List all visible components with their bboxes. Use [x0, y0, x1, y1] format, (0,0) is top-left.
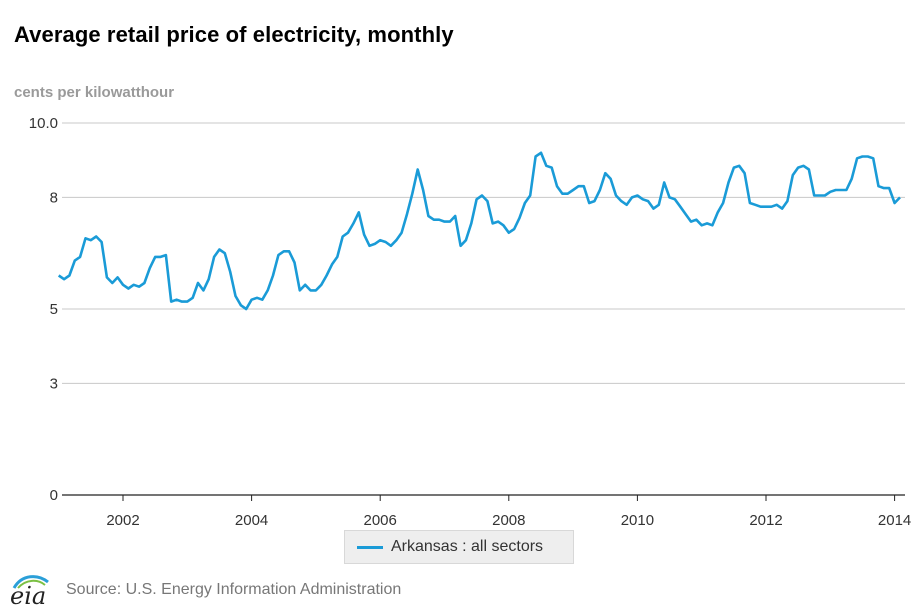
x-tick-label: 2006 — [364, 512, 397, 529]
x-tick-label: 2014 — [878, 512, 911, 529]
y-axis-unit-label: cents per kilowatthour — [14, 84, 175, 101]
legend[interactable]: Arkansas : all sectors — [344, 530, 574, 564]
legend-swatch — [357, 545, 383, 549]
x-tick-label: 2010 — [621, 512, 654, 529]
series-lines — [57, 151, 901, 311]
x-tick-labels: 2002 2004 2006 2008 2010 2012 2014 — [106, 512, 911, 529]
y-tick-label: 5 — [50, 301, 58, 318]
x-tick-label: 2012 — [749, 512, 782, 529]
y-tick-labels: 0 3 5 8 10.0 — [29, 115, 58, 504]
y-tick-label: 0 — [50, 487, 58, 504]
source-note: Source: U.S. Energy Information Administ… — [66, 581, 402, 598]
legend-label: Arkansas : all sectors — [391, 538, 544, 555]
x-tick-label: 2008 — [492, 512, 525, 529]
chart-title: Average retail price of electricity, mon… — [14, 22, 454, 47]
footer: eia Source: U.S. Energy Information Admi… — [8, 572, 402, 610]
logo-text: eia — [10, 582, 47, 610]
x-tick-label: 2004 — [235, 512, 268, 529]
x-axis — [62, 494, 905, 501]
y-tick-label: 10.0 — [29, 115, 58, 132]
y-tick-label: 8 — [50, 189, 58, 206]
y-tick-label: 3 — [50, 375, 58, 392]
gridlines — [62, 122, 905, 384]
eia-logo[interactable]: eia — [8, 572, 56, 610]
x-tick-label: 2002 — [106, 512, 139, 529]
logo-arc-icon — [12, 575, 49, 589]
series-line-arkansas[interactable] — [57, 151, 901, 311]
